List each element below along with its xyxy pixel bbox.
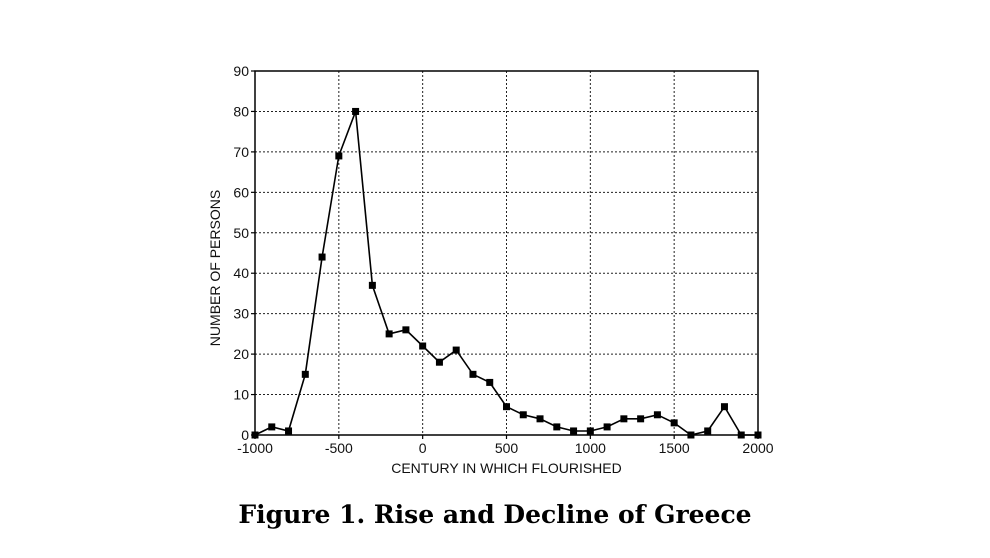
data-point-marker <box>419 342 427 350</box>
data-point-marker <box>553 423 561 431</box>
data-point-marker <box>335 152 343 160</box>
y-tick-label: 80 <box>233 103 249 119</box>
data-point-marker <box>301 370 309 378</box>
y-tick-label: 50 <box>233 225 249 241</box>
y-tick-label: 90 <box>233 63 249 79</box>
data-point-marker <box>704 427 712 435</box>
data-point-marker <box>670 419 678 427</box>
data-point-marker <box>637 415 645 423</box>
data-point-marker <box>653 411 661 419</box>
data-point-marker <box>737 431 745 439</box>
data-point-marker <box>385 330 393 338</box>
data-point-marker <box>620 415 628 423</box>
x-tick-label: -500 <box>325 440 353 456</box>
data-point-marker <box>536 415 544 423</box>
x-tick-label: 500 <box>495 440 519 456</box>
data-point-marker <box>519 411 527 419</box>
data-point-marker <box>435 358 443 366</box>
x-tick-label: 0 <box>419 440 427 456</box>
data-point-marker <box>452 346 460 354</box>
y-tick-label: 0 <box>241 427 249 443</box>
data-point-marker <box>503 403 510 411</box>
x-axis-ticks: -1000 -500 0 500 1000 1500 2000 <box>237 435 774 456</box>
data-point-marker <box>570 427 578 435</box>
y-tick-label: 60 <box>233 184 249 200</box>
data-point-marker <box>586 427 594 435</box>
grid-lines <box>255 71 758 435</box>
data-point-marker <box>285 427 293 435</box>
data-point-marker <box>486 378 494 386</box>
data-point-marker <box>469 370 477 378</box>
data-point-marker <box>720 403 728 411</box>
data-point-marker <box>318 253 326 261</box>
line-chart: -1000 -500 0 500 1000 1500 2000 0 10 20 30 40 50 60 7… <box>207 63 774 476</box>
x-tick-label: 1500 <box>659 440 690 456</box>
data-point-marker <box>603 423 611 431</box>
figure-caption: Figure 1. Rise and Decline of Greece <box>238 500 752 529</box>
y-tick-label: 30 <box>233 306 249 322</box>
data-markers <box>251 107 762 439</box>
data-point-marker <box>402 326 410 334</box>
data-point-marker <box>368 281 376 289</box>
y-tick-label: 10 <box>233 387 249 403</box>
x-tick-label: 2000 <box>742 440 773 456</box>
y-axis-ticks: 0 10 20 30 40 50 60 70 80 90 <box>233 63 255 443</box>
data-point-marker <box>754 431 762 439</box>
x-tick-label: 1000 <box>575 440 606 456</box>
data-point-marker <box>268 423 276 431</box>
data-point-marker <box>352 107 360 115</box>
y-tick-label: 70 <box>233 144 249 160</box>
data-point-marker <box>251 431 259 439</box>
y-tick-label: 40 <box>233 265 249 281</box>
y-axis-title: NUMBER OF PERSONS <box>207 190 223 346</box>
data-point-marker <box>687 431 695 439</box>
x-axis-title: CENTURY IN WHICH FLOURISHED <box>391 460 622 476</box>
x-tick-label: -1000 <box>237 440 273 456</box>
y-tick-label: 20 <box>233 346 249 362</box>
